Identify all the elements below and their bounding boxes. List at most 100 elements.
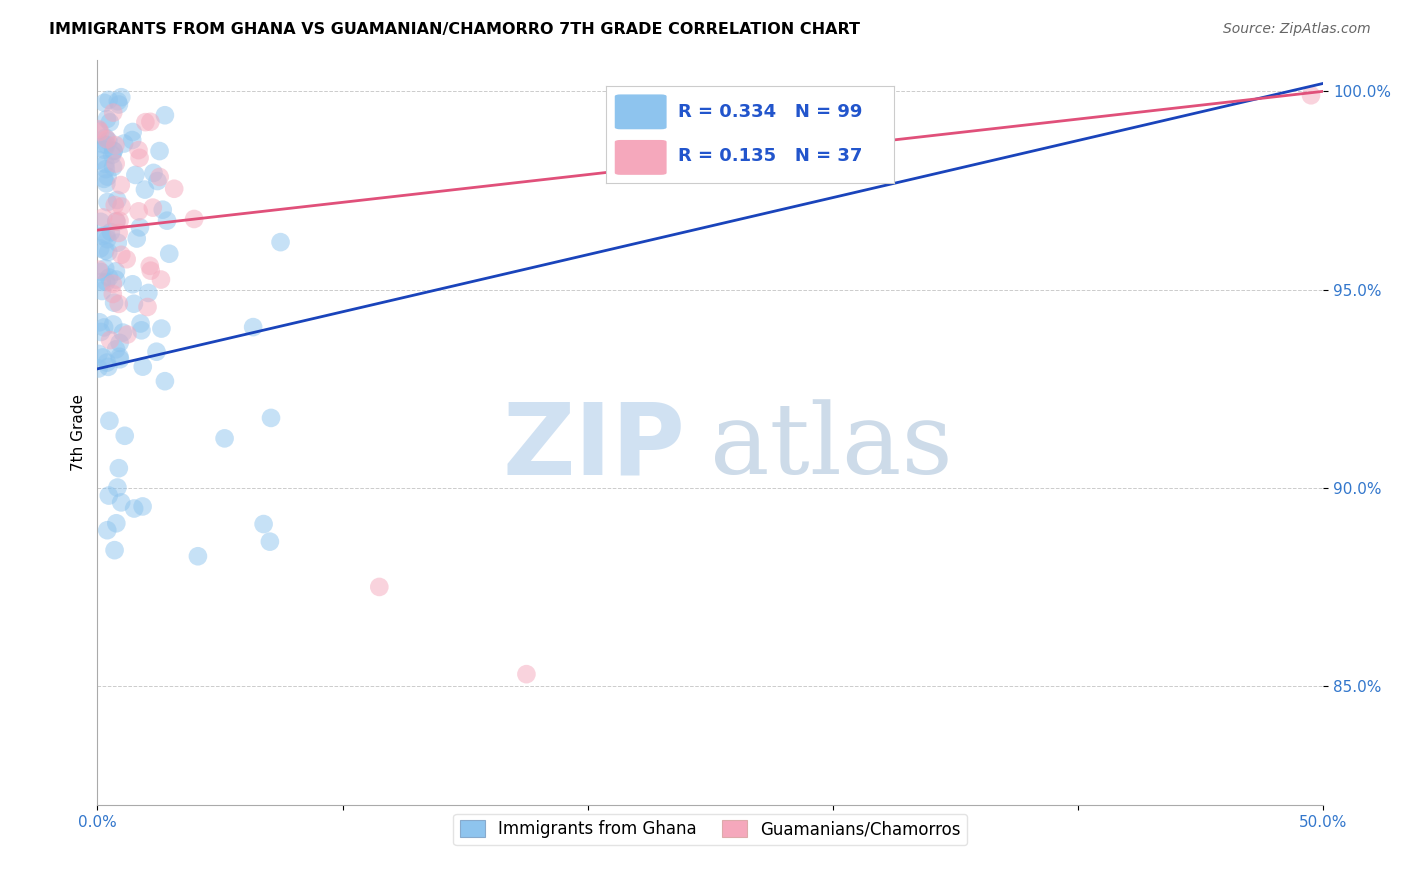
Point: [87, 347, 110, 361]
Point: [108, 352, 131, 367]
Point: [98, 333, 121, 347]
Point: [101, 287, 124, 301]
Point: [87, 361, 110, 376]
Point: [96, 195, 118, 210]
Point: [98, 270, 121, 285]
Point: [91, 284, 114, 298]
Point: [110, 90, 132, 104]
Point: [87, 123, 110, 137]
Point: [97, 245, 120, 260]
Point: [104, 198, 127, 212]
Point: [91, 275, 114, 289]
Point: [101, 277, 124, 291]
Point: [97, 93, 120, 107]
Point: [90, 325, 112, 339]
Point: [105, 516, 128, 531]
Point: [117, 327, 139, 342]
Point: [122, 501, 145, 516]
Point: [105, 214, 128, 228]
Point: [136, 300, 159, 314]
Point: [260, 411, 283, 425]
Point: [87, 262, 110, 277]
Point: [96, 137, 118, 152]
Point: [108, 97, 131, 112]
Point: [104, 272, 127, 286]
Point: [93, 320, 115, 334]
Point: [131, 323, 153, 337]
Point: [148, 144, 170, 158]
Point: [110, 199, 132, 213]
Point: [108, 461, 131, 475]
Point: [1299, 88, 1322, 103]
Point: [142, 201, 165, 215]
Point: [96, 227, 118, 242]
Point: [101, 148, 124, 162]
Point: [108, 214, 131, 228]
Point: [97, 134, 120, 148]
Point: [252, 517, 274, 532]
Point: [103, 318, 125, 332]
Point: [157, 246, 180, 260]
Point: [97, 489, 120, 503]
Point: [96, 232, 118, 246]
Point: [368, 580, 391, 594]
Point: [115, 252, 138, 267]
Point: [100, 225, 122, 239]
Point: [107, 226, 129, 240]
Point: [139, 259, 162, 273]
Point: [94, 261, 117, 276]
Point: [122, 296, 145, 310]
Point: [103, 295, 125, 310]
Point: [145, 344, 167, 359]
Point: [183, 211, 205, 226]
Point: [149, 272, 172, 286]
Legend: Immigrants from Ghana, Guamanians/Chamorros: Immigrants from Ghana, Guamanians/Chamor…: [453, 814, 967, 845]
Point: [107, 235, 129, 250]
Point: [124, 168, 146, 182]
Point: [98, 115, 121, 129]
Point: [93, 95, 115, 110]
Point: [156, 213, 179, 227]
Point: [107, 481, 129, 495]
Text: ZIP: ZIP: [503, 399, 686, 496]
Point: [110, 495, 132, 509]
Point: [104, 138, 127, 153]
Point: [96, 523, 118, 537]
Point: [104, 156, 127, 170]
Point: [112, 136, 135, 151]
Point: [153, 374, 176, 388]
Point: [91, 211, 114, 225]
Point: [515, 667, 537, 681]
Point: [128, 143, 150, 157]
Point: [146, 174, 169, 188]
Point: [214, 431, 236, 445]
Point: [259, 534, 281, 549]
Point: [93, 137, 115, 152]
Point: [108, 350, 131, 364]
Point: [152, 202, 174, 217]
Point: [96, 177, 118, 191]
Point: [94, 130, 117, 145]
Point: [91, 351, 114, 365]
Text: IMMIGRANTS FROM GHANA VS GUAMANIAN/CHAMORRO 7TH GRADE CORRELATION CHART: IMMIGRANTS FROM GHANA VS GUAMANIAN/CHAMO…: [49, 22, 860, 37]
Point: [128, 204, 150, 219]
Point: [114, 429, 136, 443]
Point: [150, 321, 173, 335]
Point: [96, 356, 118, 370]
Point: [128, 151, 150, 165]
Point: [139, 115, 162, 129]
Point: [121, 133, 143, 147]
Point: [97, 169, 120, 184]
Point: [242, 320, 264, 334]
Point: [98, 414, 121, 428]
Point: [105, 214, 128, 228]
Point: [270, 235, 292, 249]
Point: [132, 359, 155, 374]
Point: [94, 157, 117, 171]
Point: [87, 153, 110, 167]
Point: [125, 231, 148, 245]
Point: [97, 359, 120, 374]
Point: [94, 162, 117, 177]
Point: [149, 169, 172, 184]
Point: [94, 244, 117, 258]
